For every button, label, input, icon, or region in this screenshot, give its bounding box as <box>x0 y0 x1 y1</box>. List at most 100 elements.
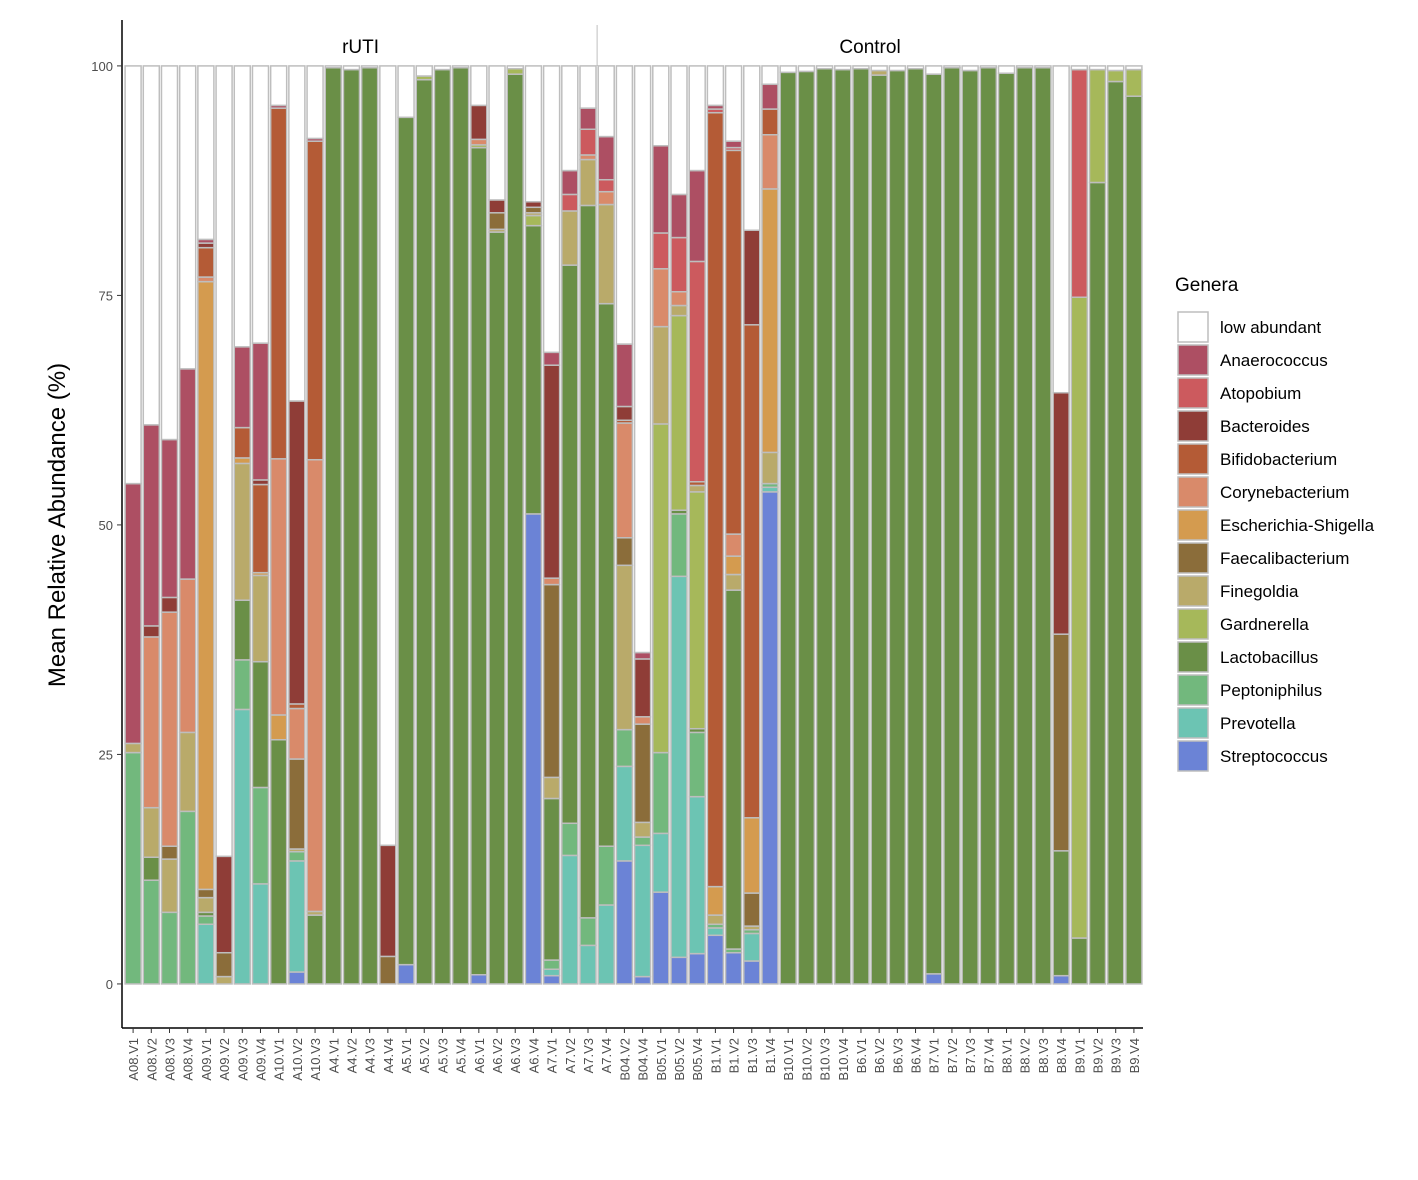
y-tick-label: 50 <box>99 518 113 533</box>
legend-label: Streptococcus <box>1220 747 1328 766</box>
x-tick-label: A7.V1 <box>545 1038 560 1073</box>
bar-segment <box>142 879 161 985</box>
bar-segment <box>142 856 161 881</box>
bar-segment <box>178 65 197 370</box>
bar-segment <box>870 74 888 985</box>
bar-segment <box>1015 66 1034 985</box>
x-tick-label: B04.V2 <box>617 1038 632 1081</box>
bar-segment <box>379 955 397 985</box>
bar-segment <box>834 65 852 71</box>
bar-segment <box>142 65 161 426</box>
bar-segment <box>288 850 306 862</box>
x-tick-label: B8.V1 <box>1000 1038 1015 1073</box>
bar-segment <box>997 72 1016 985</box>
bar-segment <box>652 145 670 234</box>
bar-segment <box>124 751 142 985</box>
legend-label: Bacteroides <box>1220 417 1310 436</box>
bar-segment <box>979 66 998 985</box>
bar-segment <box>488 65 506 201</box>
legend-label: Escherichia-Shigella <box>1220 516 1375 535</box>
bar-segment <box>160 65 179 441</box>
bar-segment <box>870 65 888 72</box>
bar-segment <box>579 944 597 985</box>
bar-segment <box>779 65 797 74</box>
bar-segment <box>724 951 743 985</box>
x-tick-label: B6.V4 <box>909 1038 924 1073</box>
bar-segment <box>706 111 725 888</box>
bar-segment <box>688 952 706 985</box>
legend-title: Genera <box>1175 275 1239 296</box>
bar-segment <box>524 65 543 203</box>
legend-label: Prevotella <box>1220 714 1296 733</box>
bar-segment <box>652 65 670 147</box>
bar-segment <box>288 860 306 973</box>
x-tick-label: B9.V2 <box>1091 1038 1106 1073</box>
bar-segment <box>615 65 634 345</box>
x-tick-label: A08.V3 <box>162 1038 177 1081</box>
x-tick-label: A4.V3 <box>363 1038 378 1073</box>
x-tick-label: B10.V3 <box>818 1038 833 1081</box>
bar-segment <box>233 462 252 601</box>
bar-segment <box>488 199 506 214</box>
bar-segment <box>433 68 452 985</box>
bar-segment <box>706 885 725 916</box>
bar-segment <box>615 343 634 408</box>
bar-segment <box>251 65 270 344</box>
bar-segment <box>215 951 233 978</box>
bar-segment <box>1125 65 1143 71</box>
x-tick-label: A10.V2 <box>290 1038 305 1081</box>
bar-segment <box>1070 937 1089 985</box>
x-tick-label: B8.V4 <box>1054 1038 1069 1073</box>
bar-segment <box>306 140 324 461</box>
x-tick-label: A09.V1 <box>199 1038 214 1081</box>
bar-segment <box>615 860 634 985</box>
bar-segment <box>761 108 779 136</box>
bar-segment <box>306 65 324 140</box>
bar-segment <box>633 716 652 725</box>
bar-segment <box>269 738 288 985</box>
bar-segment <box>633 821 652 838</box>
x-tick-label: B10.V1 <box>781 1038 796 1081</box>
legend-swatch <box>1177 674 1209 706</box>
bar-segment <box>633 658 652 718</box>
bar-segment <box>561 822 579 857</box>
bar-segment <box>269 714 288 741</box>
legend-swatch <box>1177 542 1209 574</box>
bar-segment <box>506 67 524 75</box>
bar-segment <box>1106 65 1125 72</box>
bar-segment <box>197 896 215 914</box>
bar-segment <box>178 731 197 813</box>
bar-segment <box>906 67 925 985</box>
bar-segment <box>306 914 324 985</box>
bar-segment <box>160 611 179 847</box>
y-tick-label: 25 <box>99 747 113 762</box>
bar-segment <box>251 483 270 574</box>
bar-segment <box>269 458 288 716</box>
bar-segment <box>706 65 725 107</box>
bar-segment <box>597 135 615 181</box>
x-tick-label: B05.V4 <box>690 1038 705 1081</box>
bar-segment <box>797 70 816 985</box>
x-tick-label: A08.V1 <box>126 1038 141 1081</box>
bar-segment <box>178 578 197 734</box>
x-tick-label: A09.V3 <box>235 1038 250 1081</box>
bar-segment <box>924 65 943 75</box>
bar-segment <box>470 974 488 985</box>
x-tick-label: A7.V4 <box>599 1038 614 1073</box>
bar-segment <box>542 776 561 800</box>
bar-segment <box>1125 95 1143 985</box>
x-tick-label: B10.V4 <box>836 1038 851 1081</box>
bar-segment <box>288 758 306 850</box>
bar-segment <box>451 65 470 69</box>
x-tick-label: A6.V1 <box>472 1038 487 1073</box>
bar-segment <box>743 932 761 962</box>
bar-segment <box>433 65 452 71</box>
bar-segment <box>579 158 597 207</box>
bar-segment <box>1052 65 1070 394</box>
bar-segment <box>688 65 706 172</box>
bar-segment <box>470 146 488 976</box>
bar-segment <box>688 260 706 483</box>
bar-segment <box>597 203 615 305</box>
bar-segment <box>724 573 743 591</box>
bar-segment <box>579 107 597 130</box>
